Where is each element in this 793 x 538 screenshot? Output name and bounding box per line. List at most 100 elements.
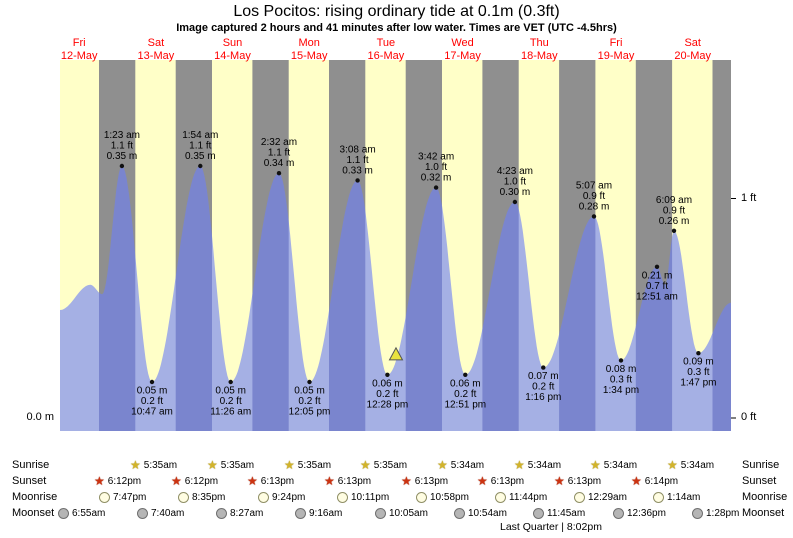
tide-event-label-line: 0.33 m	[342, 165, 373, 176]
y-axis-0m-label: 0.0 m	[26, 411, 54, 423]
tide-extreme-dot	[591, 214, 597, 219]
sunset-event: ★ 6:13pm	[477, 475, 524, 487]
moonset-circle-icon	[295, 507, 306, 519]
tide-event-label-line: 3:08 am	[340, 144, 376, 155]
day-name-label: Fri	[73, 37, 86, 49]
tide-event-label-line: 0.05 m	[215, 386, 246, 397]
tide-event-label-line: 0.2 ft	[220, 396, 242, 407]
sunset-time: 6:13pm	[337, 475, 372, 487]
sunrise-star-icon: ★	[207, 457, 218, 472]
moonrise-event: 12:29am	[574, 491, 627, 503]
moonrise-time: 11:44pm	[509, 491, 548, 503]
tide-event-label-line: 0.3 ft	[610, 374, 632, 385]
day-name-label: Sun	[223, 37, 243, 49]
moonset-event: 8:27am	[216, 507, 263, 519]
day-date-label: 13-May	[138, 50, 175, 62]
sunrise-time: 5:34am	[527, 459, 562, 471]
current-time-marker-icon	[388, 346, 404, 361]
day-date-label: 16-May	[368, 50, 405, 62]
tide-event-label-line: 0.07 m	[528, 371, 559, 382]
sunset-star-icon: ★	[247, 473, 258, 488]
tide-event-label-line: 1.0 ft	[504, 177, 526, 188]
moonset-time: 9:16am	[309, 507, 343, 519]
tide-event-label-line: 1.1 ft	[346, 155, 368, 166]
day-date-label: 15-May	[291, 50, 328, 62]
tide-event-label-line: 1:16 pm	[525, 392, 561, 403]
moonset-event: 7:40am	[137, 507, 184, 519]
sunset-event: ★ 6:12pm	[171, 475, 218, 487]
moonset-time: 12:36pm	[627, 507, 666, 519]
tide-event-label-line: 0.05 m	[137, 386, 168, 397]
day-date-label: 12-May	[61, 50, 98, 62]
day-date-label: 18-May	[521, 50, 558, 62]
moonset-time: 10:05am	[389, 507, 428, 519]
tide-event-label-line: 0.2 ft	[376, 389, 398, 400]
moonset-event: 9:16am	[295, 507, 342, 519]
day-name-label: Thu	[530, 37, 549, 49]
tide-event-label-line: 1:47 pm	[680, 378, 716, 389]
tide-event-label-line: 0.09 m	[683, 357, 714, 368]
tide-extreme-dot	[463, 372, 468, 377]
sunrise-event: ★ 5:34am	[590, 459, 637, 471]
sunset-star-icon: ★	[94, 473, 105, 488]
sunrise-time: 5:35am	[297, 459, 332, 471]
moonset-time: 6:55am	[72, 507, 106, 519]
tide-event-label-line: 0.06 m	[372, 378, 403, 389]
moonset-row-label-right: Moonset	[742, 507, 785, 519]
moonset-circle-icon	[375, 507, 386, 519]
tide-event-label-line: 1.0 ft	[425, 162, 447, 173]
tide-event-label-line: 0.35 m	[107, 151, 138, 162]
sunset-time: 6:13pm	[567, 475, 602, 487]
tide-event-label-line: 1.1 ft	[268, 148, 290, 159]
moonset-circle-icon	[533, 507, 544, 519]
tide-event-label-line: 0.9 ft	[663, 205, 685, 216]
day-name-label: Mon	[298, 37, 319, 49]
sunset-row-label-left: Sunset	[12, 475, 47, 487]
moonset-time: 1:28pm	[706, 507, 740, 519]
moonset-event: 11:45am	[533, 507, 585, 519]
sunrise-time: 5:35am	[143, 459, 178, 471]
tide-event-label-line: 2:32 am	[261, 137, 297, 148]
sunrise-time: 5:35am	[220, 459, 255, 471]
moonrise-event: 10:11pm	[337, 491, 389, 503]
day-name-label: Sat	[684, 37, 701, 49]
tide-event-label-line: 0.3 ft	[687, 367, 709, 378]
sunrise-event: ★ 5:35am	[130, 459, 177, 471]
sunset-star-icon: ★	[401, 473, 412, 488]
sunrise-event: ★ 5:35am	[360, 459, 407, 471]
moonrise-event: 8:35pm	[178, 491, 225, 503]
moonset-event: 10:05am	[375, 507, 428, 519]
sunrise-event: ★ 5:35am	[207, 459, 254, 471]
moonrise-circle-icon	[258, 491, 269, 503]
tide-extreme-dot	[228, 379, 233, 385]
sunset-event: ★ 6:13pm	[554, 475, 601, 487]
tide-event-label-line: 1:34 pm	[603, 385, 639, 396]
tide-extreme-dot	[119, 163, 125, 169]
moonset-circle-icon	[58, 507, 69, 519]
moon-phase-footnote: Last Quarter | 8:02pm	[500, 521, 602, 533]
tide-extreme-dot	[671, 228, 677, 233]
tide-event-label-line: 1:23 am	[104, 130, 140, 141]
sunrise-star-icon: ★	[284, 457, 295, 472]
tide-extreme-dot	[618, 358, 624, 363]
sunrise-time: 5:35am	[373, 459, 408, 471]
tide-event-label-line: 0.9 ft	[583, 191, 605, 202]
tide-event-label-line: 0.08 m	[606, 364, 637, 375]
day-date-label: 17-May	[444, 50, 481, 62]
sunset-time: 6:13pm	[490, 475, 525, 487]
moonrise-event: 10:58pm	[416, 491, 469, 503]
sunrise-star-icon: ★	[514, 457, 525, 472]
day-name-label: Tue	[377, 37, 396, 49]
sunset-star-icon: ★	[554, 473, 565, 488]
day-date-label: 20-May	[674, 50, 711, 62]
moonset-event: 12:36pm	[613, 507, 666, 519]
sunset-event: ★ 6:13pm	[324, 475, 371, 487]
moonrise-circle-icon	[337, 491, 348, 503]
page-title: Los Pocitos: rising ordinary tide at 0.1…	[233, 3, 560, 20]
sunrise-event: ★ 5:34am	[514, 459, 561, 471]
tide-event-label-line: 3:42 am	[418, 152, 454, 163]
tide-event-label-line: 0.2 ft	[532, 382, 554, 393]
page-subtitle: Image captured 2 hours and 41 minutes af…	[176, 22, 617, 34]
moonrise-time: 8:35pm	[192, 491, 226, 503]
y-axis-0ft-label: 0 ft	[741, 411, 757, 423]
